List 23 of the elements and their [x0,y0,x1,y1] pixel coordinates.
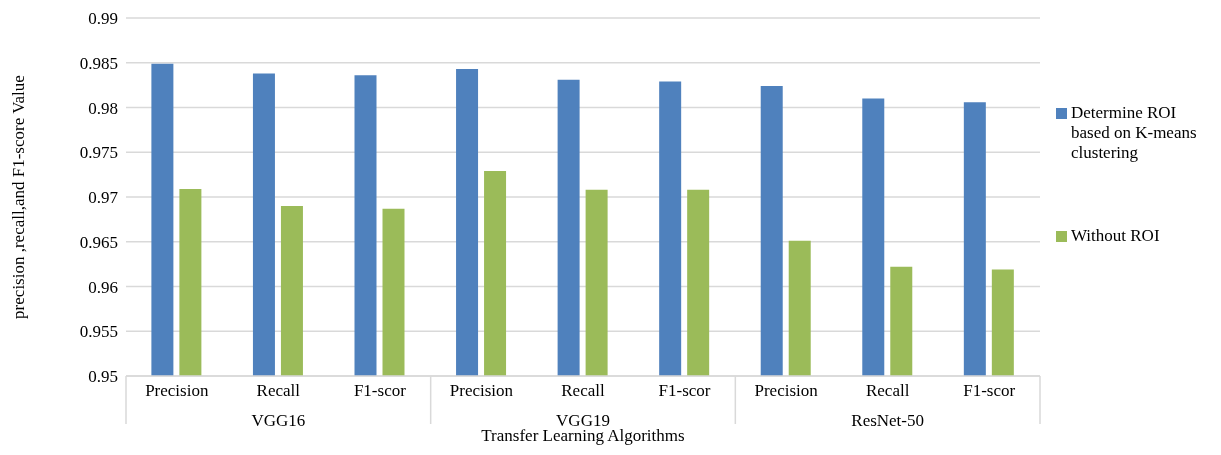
y-tick-label: 0.95 [88,367,118,387]
text: VGG16 [251,411,306,430]
y-tick-label: 0.975 [79,143,118,163]
y-tick-label: 0.98 [88,98,118,118]
x-tick-label: Recall [256,381,301,401]
x-tick-label: Recall [865,381,910,401]
x-tick-label: Precision [145,381,209,401]
y-tick-label: 0.985 [79,53,118,73]
y-axis-title: precision ,recall,and F1-score Value [9,75,29,319]
legend-label: Without ROI [1071,226,1160,246]
y-tick-label: 0.955 [79,322,118,342]
y-tick-label: 0.96 [88,277,118,297]
x-tick-label: Recall [561,381,605,401]
y-tick-label: 0.99 [88,9,118,29]
x-tick-label: F1-scor [353,381,407,401]
text: ResNet-50 [851,411,925,430]
y-tick-label: 0.97 [88,188,119,208]
x-tick-label: Precision [449,381,514,401]
x-tick-label: F1-scor [963,381,1016,401]
x-tick-label: F1-scor [658,381,711,401]
x-tick-label: Precision [754,381,819,401]
legend-label: Determine ROI based on K-means clustering [1071,103,1198,163]
y-tick-label: 0.965 [79,232,118,252]
